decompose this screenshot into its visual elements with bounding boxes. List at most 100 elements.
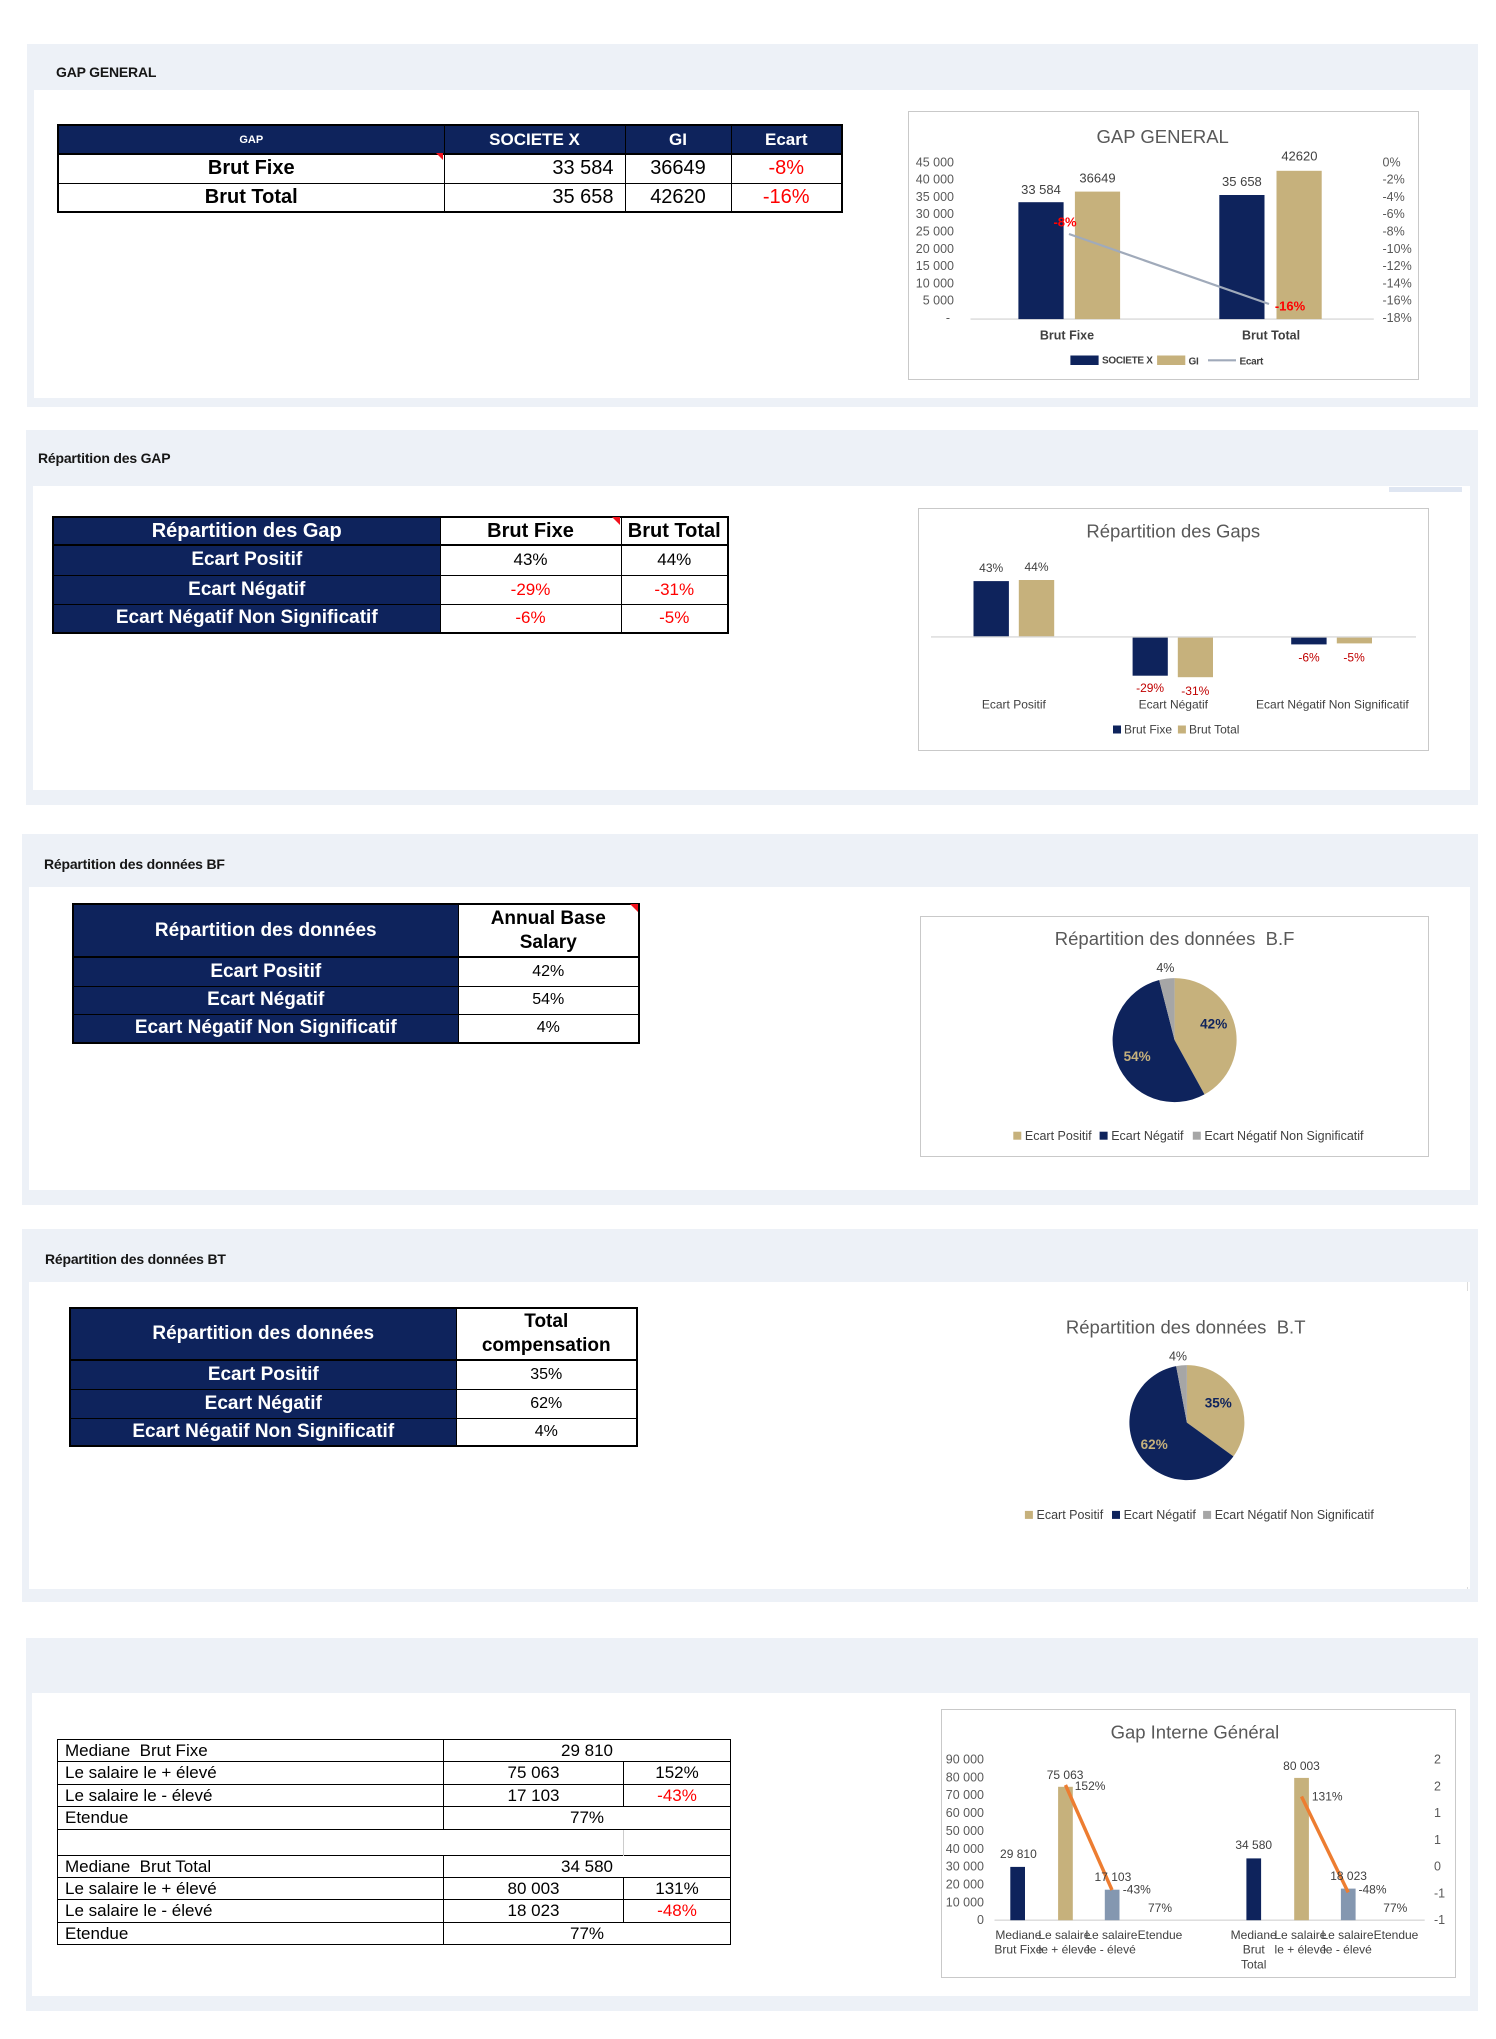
svg-text:le - élevé: le - élevé [1323, 1943, 1372, 1957]
svg-text:Ecart Négatif: Ecart Négatif [1111, 1129, 1184, 1143]
svg-text:le + élevé: le + élevé [1039, 1943, 1091, 1957]
svg-text:Ecart Positif: Ecart Positif [1025, 1129, 1092, 1143]
svg-text:Total: Total [1241, 1957, 1266, 1971]
svg-text:40 000: 40 000 [946, 1842, 984, 1856]
svg-text:1: 1 [1434, 1833, 1441, 1847]
svg-text:Etendue: Etendue [1374, 1928, 1419, 1942]
svg-text:30 000: 30 000 [946, 1860, 984, 1874]
svg-text:-43%: -43% [1123, 1883, 1151, 1897]
svg-text:77%: 77% [1383, 1901, 1407, 1915]
svg-text:-1: -1 [1434, 1913, 1445, 1927]
svg-text:0: 0 [1434, 1860, 1441, 1874]
svg-text:Ecart Négatif: Ecart Négatif [1124, 1508, 1197, 1522]
svg-text:131%: 131% [1312, 1789, 1343, 1803]
svg-text:18 023: 18 023 [1330, 1869, 1367, 1883]
svg-text:Répartition des Gaps: Répartition des Gaps [1086, 521, 1260, 542]
svg-text:Etendue: Etendue [1138, 1928, 1183, 1942]
svg-text:Brut: Brut [1243, 1943, 1266, 1957]
svg-text:36649: 36649 [1079, 171, 1115, 186]
svg-text:Ecart Négatif: Ecart Négatif [1139, 698, 1209, 712]
svg-text:2: 2 [1434, 1779, 1441, 1793]
svg-text:35 000: 35 000 [916, 190, 954, 204]
svg-text:GI: GI [1189, 357, 1199, 368]
svg-text:90 000: 90 000 [946, 1753, 984, 1767]
svg-text:0%: 0% [1383, 155, 1401, 169]
svg-text:-4%: -4% [1383, 190, 1405, 204]
svg-text:29 810: 29 810 [1000, 1847, 1037, 1861]
svg-text:-16%: -16% [1275, 299, 1306, 314]
svg-text:152%: 152% [1075, 1779, 1106, 1793]
svg-text:Le salaire: Le salaire [1321, 1928, 1373, 1942]
svg-text:40 000: 40 000 [916, 173, 954, 187]
svg-text:20 000: 20 000 [916, 242, 954, 256]
svg-text:Ecart Négatif Non Significatif: Ecart Négatif Non Significatif [1204, 1129, 1364, 1143]
svg-text:Le salaire: Le salaire [1274, 1928, 1326, 1942]
svg-text:Mediane: Mediane [1231, 1928, 1277, 1942]
svg-text:Gap Interne Général: Gap Interne Général [1111, 1722, 1280, 1743]
svg-text:-2%: -2% [1383, 173, 1405, 187]
svg-text:50 000: 50 000 [946, 1824, 984, 1838]
svg-text:Le salaire: Le salaire [1038, 1928, 1090, 1942]
svg-text:45 000: 45 000 [916, 155, 954, 169]
svg-text:10 000: 10 000 [946, 1895, 984, 1909]
svg-text:1: 1 [1434, 1806, 1441, 1820]
svg-text:Brut Fixe: Brut Fixe [994, 1943, 1042, 1957]
svg-text:-8%: -8% [1383, 225, 1405, 239]
svg-text:-8%: -8% [1053, 215, 1077, 230]
svg-text:le - élevé: le - élevé [1087, 1943, 1136, 1957]
svg-text:42620: 42620 [1281, 149, 1317, 164]
svg-text:80 003: 80 003 [1283, 1759, 1320, 1773]
svg-text:0: 0 [977, 1913, 984, 1927]
svg-text:75 063: 75 063 [1047, 1768, 1084, 1782]
svg-text:54%: 54% [1124, 1049, 1151, 1064]
svg-text:62%: 62% [1141, 1437, 1168, 1452]
svg-text:GAP GENERAL: GAP GENERAL [1097, 126, 1229, 147]
svg-text:77%: 77% [1148, 1901, 1172, 1915]
svg-text:Le salaire: Le salaire [1085, 1928, 1137, 1942]
svg-text:-5%: -5% [1343, 651, 1365, 665]
svg-text:33 584: 33 584 [1021, 182, 1061, 197]
svg-text:-48%: -48% [1358, 1883, 1386, 1897]
svg-text:-: - [946, 311, 950, 325]
svg-text:4%: 4% [1169, 1350, 1187, 1364]
svg-text:Brut Fixe: Brut Fixe [1040, 329, 1094, 343]
svg-text:Mediane: Mediane [995, 1928, 1041, 1942]
svg-text:20 000: 20 000 [946, 1878, 984, 1892]
svg-text:15 000: 15 000 [916, 259, 954, 273]
svg-text:Répartition des données B.F: Répartition des données B.F [1055, 928, 1295, 949]
svg-text:60 000: 60 000 [946, 1806, 984, 1820]
svg-text:2: 2 [1434, 1753, 1441, 1767]
svg-text:-14%: -14% [1383, 276, 1412, 290]
svg-text:-6%: -6% [1298, 651, 1320, 665]
svg-text:-18%: -18% [1383, 311, 1412, 325]
svg-text:Brut Total: Brut Total [1189, 723, 1239, 737]
svg-text:44%: 44% [1024, 560, 1048, 574]
svg-text:4%: 4% [1156, 961, 1174, 975]
svg-text:Brut Fixe: Brut Fixe [1124, 723, 1172, 737]
svg-text:-6%: -6% [1383, 207, 1405, 221]
svg-text:30 000: 30 000 [916, 207, 954, 221]
svg-text:-16%: -16% [1383, 294, 1412, 308]
svg-text:25 000: 25 000 [916, 225, 954, 239]
svg-text:17 103: 17 103 [1095, 1870, 1132, 1884]
svg-text:10 000: 10 000 [916, 276, 954, 290]
svg-text:Ecart Négatif Non Significatif: Ecart Négatif Non Significatif [1215, 1508, 1375, 1522]
svg-text:70 000: 70 000 [946, 1788, 984, 1802]
svg-text:35 658: 35 658 [1222, 174, 1262, 189]
svg-text:-29%: -29% [1136, 681, 1164, 695]
svg-text:Brut Total: Brut Total [1242, 329, 1300, 343]
svg-text:43%: 43% [979, 561, 1003, 575]
svg-text:Ecart: Ecart [1240, 357, 1264, 368]
svg-text:-10%: -10% [1383, 242, 1412, 256]
svg-text:Ecart Positif: Ecart Positif [1037, 1508, 1104, 1522]
svg-text:Ecart Positif: Ecart Positif [982, 698, 1047, 712]
svg-text:35%: 35% [1205, 1396, 1232, 1411]
svg-text:-12%: -12% [1383, 259, 1412, 273]
svg-text:le + élevé: le + élevé [1275, 1943, 1327, 1957]
svg-text:-31%: -31% [1181, 684, 1209, 698]
svg-text:-1: -1 [1434, 1886, 1445, 1900]
svg-text:5 000: 5 000 [923, 294, 954, 308]
svg-text:42%: 42% [1200, 1017, 1227, 1032]
svg-text:80 000: 80 000 [946, 1770, 984, 1784]
svg-text:SOCIETE X: SOCIETE X [1102, 356, 1153, 367]
